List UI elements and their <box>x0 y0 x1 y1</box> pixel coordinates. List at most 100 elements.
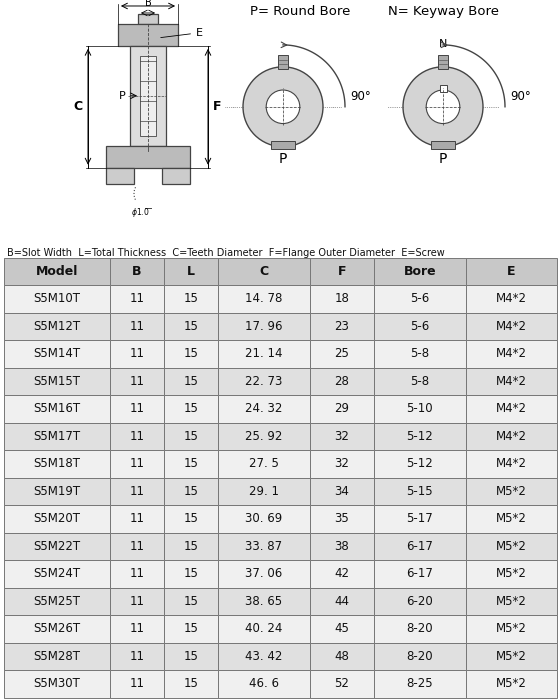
Bar <box>310 643 374 670</box>
Text: S5M30T: S5M30T <box>34 678 81 690</box>
Text: E: E <box>507 265 516 278</box>
Circle shape <box>403 67 483 147</box>
Text: S5M12T: S5M12T <box>34 320 81 332</box>
Bar <box>374 670 466 698</box>
Text: S5M24T: S5M24T <box>34 568 81 580</box>
Text: M4*2: M4*2 <box>496 430 527 443</box>
Text: 29. 1: 29. 1 <box>249 485 279 498</box>
Text: 6-17: 6-17 <box>407 540 433 553</box>
Bar <box>4 588 110 615</box>
Text: M4*2: M4*2 <box>496 293 527 305</box>
Text: 90°: 90° <box>350 90 371 104</box>
Bar <box>374 340 466 368</box>
Text: 46. 6: 46. 6 <box>249 678 279 690</box>
Text: S5M19T: S5M19T <box>34 485 81 498</box>
Bar <box>164 395 218 423</box>
Bar <box>4 505 110 533</box>
Bar <box>466 285 557 313</box>
Bar <box>218 368 310 395</box>
Text: 33. 87: 33. 87 <box>245 540 282 553</box>
Text: 15: 15 <box>184 622 198 636</box>
Text: S5M15T: S5M15T <box>34 374 81 388</box>
Text: 5-12: 5-12 <box>407 457 433 470</box>
Bar <box>310 258 374 285</box>
Bar <box>374 588 466 615</box>
Text: S5M26T: S5M26T <box>34 622 81 636</box>
Text: S5M28T: S5M28T <box>34 650 81 663</box>
Text: C: C <box>259 265 268 278</box>
Bar <box>466 395 557 423</box>
Text: S5M18T: S5M18T <box>34 457 81 470</box>
Bar <box>4 450 110 477</box>
Bar <box>218 560 310 588</box>
Bar <box>466 505 557 533</box>
Bar <box>310 505 374 533</box>
Bar <box>162 168 190 183</box>
Text: 11: 11 <box>129 430 144 443</box>
Bar <box>218 340 310 368</box>
Bar <box>278 55 288 69</box>
Bar <box>374 560 466 588</box>
Bar <box>310 615 374 643</box>
Bar <box>138 14 158 24</box>
Bar <box>218 423 310 450</box>
Text: 23: 23 <box>334 320 349 332</box>
Text: P: P <box>439 152 447 166</box>
Text: S5M17T: S5M17T <box>34 430 81 443</box>
Text: 37. 06: 37. 06 <box>245 568 282 580</box>
Bar <box>218 395 310 423</box>
Bar <box>466 368 557 395</box>
Bar <box>310 313 374 340</box>
Text: 5-6: 5-6 <box>410 320 430 332</box>
Text: 15: 15 <box>184 320 198 332</box>
Text: 11: 11 <box>129 568 144 580</box>
Bar <box>110 560 164 588</box>
Text: 5-12: 5-12 <box>407 430 433 443</box>
Bar <box>110 313 164 340</box>
Bar <box>4 395 110 423</box>
Text: 11: 11 <box>129 485 144 498</box>
Text: 18: 18 <box>334 293 349 305</box>
Bar <box>271 141 295 148</box>
Text: M5*2: M5*2 <box>496 650 527 663</box>
Bar <box>4 423 110 450</box>
Text: P: P <box>119 91 126 101</box>
Bar <box>164 285 218 313</box>
Text: 35: 35 <box>334 512 349 526</box>
Text: S5M22T: S5M22T <box>34 540 81 553</box>
Text: 11: 11 <box>129 622 144 636</box>
Bar <box>218 670 310 698</box>
Bar <box>466 533 557 560</box>
Text: 15: 15 <box>184 293 198 305</box>
Bar <box>310 423 374 450</box>
Bar <box>374 615 466 643</box>
Text: N= Keyway Bore: N= Keyway Bore <box>388 6 498 18</box>
Bar <box>374 643 466 670</box>
Bar <box>4 477 110 505</box>
Bar <box>110 285 164 313</box>
Bar <box>466 643 557 670</box>
Bar <box>218 615 310 643</box>
Bar <box>4 313 110 340</box>
Bar <box>164 258 218 285</box>
Text: 5-10: 5-10 <box>407 402 433 415</box>
Text: M5*2: M5*2 <box>496 485 527 498</box>
Bar <box>164 588 218 615</box>
Bar <box>218 533 310 560</box>
Bar <box>110 368 164 395</box>
Bar <box>218 477 310 505</box>
Bar <box>466 258 557 285</box>
Text: 34: 34 <box>334 485 349 498</box>
Text: 21. 14: 21. 14 <box>245 347 283 360</box>
Text: 15: 15 <box>184 430 198 443</box>
Text: 40. 24: 40. 24 <box>245 622 283 636</box>
Text: M5*2: M5*2 <box>496 678 527 690</box>
Bar <box>310 533 374 560</box>
Text: $\phi$1.0: $\phi$1.0 <box>130 206 150 218</box>
Bar <box>438 55 448 69</box>
Bar <box>466 340 557 368</box>
Text: 11: 11 <box>129 402 144 415</box>
Bar <box>106 146 190 168</box>
Bar <box>374 258 466 285</box>
Text: 15: 15 <box>184 568 198 580</box>
